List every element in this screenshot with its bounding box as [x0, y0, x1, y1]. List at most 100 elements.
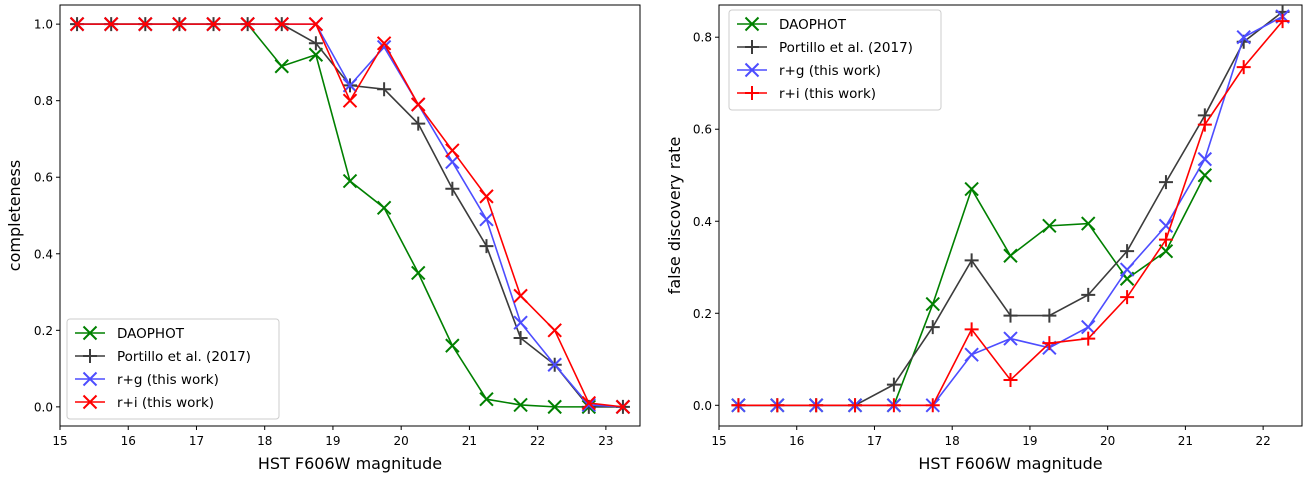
legend-entry: DAOPHOT [117, 326, 185, 342]
legend-entry: r+g (this work) [117, 372, 219, 388]
data-point [1081, 216, 1096, 231]
x-tick-label: 17 [867, 434, 882, 448]
legend-marker [745, 40, 759, 54]
data-point [411, 265, 426, 281]
data-point [964, 347, 979, 362]
data-point [240, 16, 255, 32]
plot-frame [59, 4, 641, 427]
legend-frame [66, 318, 280, 420]
data-point [770, 398, 785, 413]
legend: DAOPHOT Portillo et al. (2017) r+g (this w… [728, 9, 942, 111]
y-tick-label: 0.6 [34, 171, 53, 185]
x-tick-label: 19 [325, 434, 340, 448]
data-point [1081, 331, 1096, 346]
data-point [615, 399, 631, 415]
y-tick-label: 0.2 [34, 324, 53, 338]
x-tick-label: 20 [394, 434, 409, 448]
data-point [103, 16, 119, 32]
data-point [308, 16, 324, 32]
legend-entry: DAOPHOT [779, 17, 847, 33]
legend-marker [82, 371, 98, 387]
data-point [479, 189, 494, 204]
data-point [848, 398, 863, 413]
legend-marker [745, 86, 759, 100]
series-0 [731, 168, 1213, 413]
data-point [513, 330, 528, 345]
x-tick-label: 17 [189, 434, 204, 448]
data-point [1197, 151, 1213, 167]
data-point [308, 47, 324, 62]
legend-entry: Portillo et al. (2017) [779, 40, 913, 56]
data-point [1120, 290, 1135, 305]
data-point [547, 399, 562, 415]
y-tick-label: 0.0 [34, 400, 53, 414]
x-axis-label: HST F606W magnitude [258, 454, 442, 473]
data-point [1236, 60, 1251, 75]
data-point [274, 16, 289, 32]
data-point [581, 397, 597, 413]
data-point [172, 16, 187, 32]
x-tick-label: 15 [711, 434, 726, 448]
data-point [886, 377, 901, 392]
false-discovery-rate-panel: 15 16 17 18 19 20 21 22 0.0 0.2 0.4 0.6 0.8 HST F606W… [665, 4, 1303, 473]
data-point [1042, 218, 1057, 234]
legend-marker [82, 325, 98, 341]
completeness-panel: 15 16 17 18 19 20 21 22 23 0.0 0.2 0.4 0.6 0.8 1.0 HST … [5, 4, 641, 473]
x-tick-label: 21 [462, 434, 477, 448]
data-point [1081, 319, 1096, 335]
data-point [1275, 14, 1290, 29]
data-point [206, 16, 221, 32]
legend-entry: r+i (this work) [779, 86, 876, 102]
data-point [1158, 232, 1173, 247]
data-point [1119, 262, 1135, 277]
x-tick-label: 20 [1100, 434, 1115, 448]
data-point [1003, 331, 1018, 346]
data-point [445, 181, 460, 196]
data-point [1003, 308, 1018, 323]
data-point [1236, 30, 1251, 45]
data-point [376, 200, 392, 216]
y-tick-label: 0.4 [693, 215, 712, 229]
data-point [69, 16, 85, 32]
legend-marker [744, 62, 760, 78]
data-point [1158, 218, 1174, 234]
x-tick-label: 21 [1178, 434, 1193, 448]
data-point [377, 82, 392, 97]
data-point [925, 296, 940, 312]
data-point [411, 97, 426, 112]
y-axis-label: completeness [5, 160, 24, 271]
legend-entry: r+i (this work) [117, 395, 214, 411]
data-point [513, 397, 528, 413]
plot-frame [718, 4, 1303, 427]
x-tick-label: 22 [530, 434, 545, 448]
data-point [274, 59, 289, 74]
data-point [964, 322, 979, 337]
data-point [581, 395, 597, 411]
data-point [411, 116, 426, 131]
data-point [479, 212, 494, 227]
x-tick-label: 19 [1022, 434, 1037, 448]
series-line [738, 174, 1206, 407]
data-point [342, 173, 358, 189]
data-point [1003, 248, 1018, 263]
data-point [445, 143, 460, 158]
data-point [964, 181, 979, 197]
y-tick-label: 0.2 [693, 307, 712, 321]
data-point [479, 239, 494, 254]
legend-entry: r+g (this work) [779, 63, 881, 79]
data-point [1042, 308, 1057, 323]
x-tick-label: 15 [52, 434, 67, 448]
data-point [513, 288, 528, 304]
x-axis-label: HST F606W magnitude [918, 454, 1102, 473]
data-point [886, 398, 901, 413]
data-point [547, 357, 562, 372]
y-tick-label: 0.0 [693, 399, 712, 413]
y-tick-label: 1.0 [34, 18, 53, 32]
data-point [479, 392, 494, 407]
data-point [1158, 175, 1173, 190]
series-3 [69, 16, 631, 415]
y-tick-label: 0.8 [693, 31, 712, 45]
data-point [1197, 117, 1212, 132]
data-point [138, 16, 153, 32]
